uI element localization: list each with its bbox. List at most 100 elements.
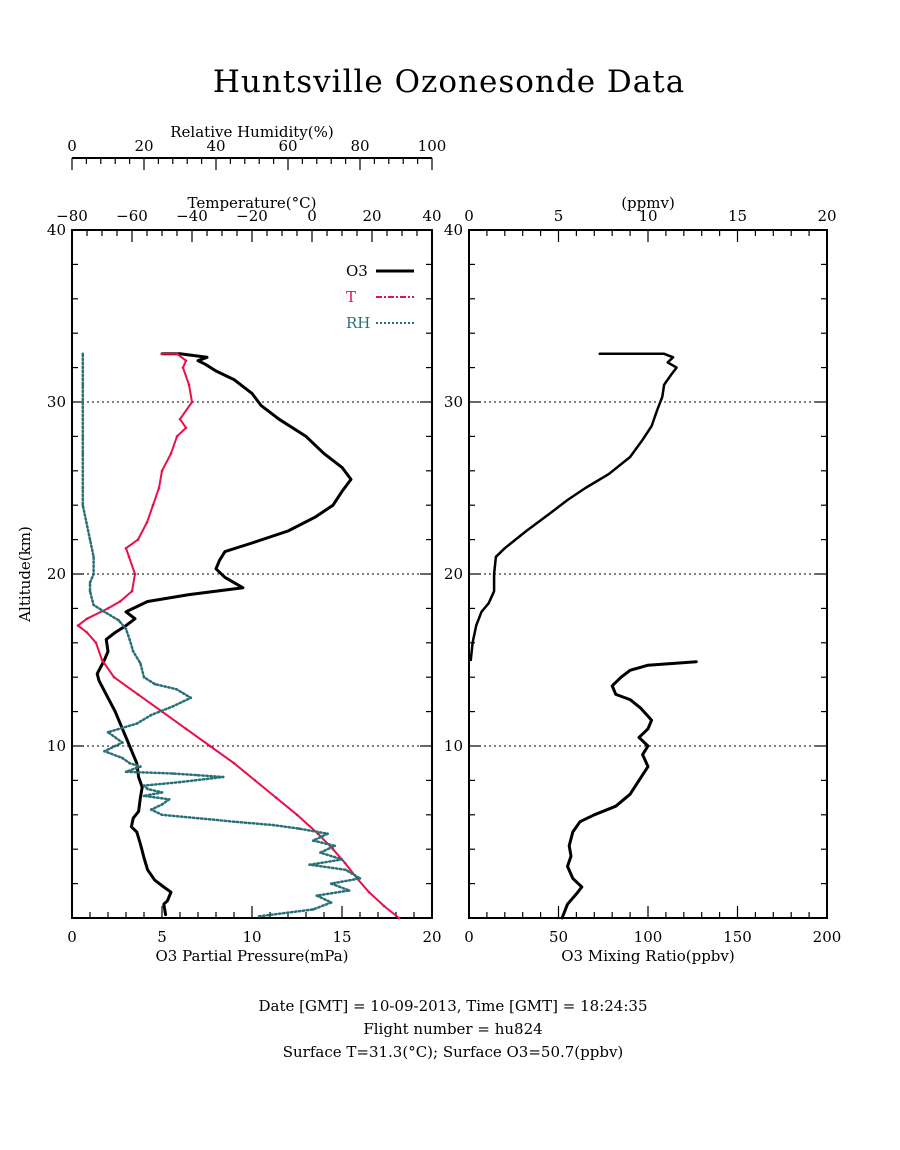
left-rh-data-point: [88, 538, 92, 541]
left-altitude-tick-label: 10: [47, 737, 66, 755]
left-rh-data-point: [160, 791, 164, 794]
left-rh-data-point: [103, 749, 106, 753]
left-rh-data-point: [106, 730, 110, 734]
left-rh-data-point: [311, 908, 315, 911]
left-t-data-point: [274, 796, 278, 799]
left-t-data-point: [175, 352, 179, 356]
left-rh-data-point: [308, 863, 311, 866]
right-altitude-tick-label: 40: [444, 221, 463, 239]
left-rh-data-point: [167, 798, 171, 801]
left-rh-data-point: [81, 417, 85, 421]
left-t-data-point: [181, 366, 185, 369]
right-altitude-tick-label: 20: [444, 565, 463, 583]
left-rh-data-point: [160, 803, 164, 806]
right-plot-frame: [468, 229, 828, 919]
left-t-data-point: [130, 589, 134, 593]
left-rh-data-point: [329, 901, 333, 904]
left-t-data-point: [112, 675, 116, 679]
left-rh-data-point: [146, 787, 149, 791]
left-rh-data-point: [257, 915, 261, 918]
left-t-data-point: [85, 617, 89, 620]
left-t-data-point: [124, 546, 128, 550]
left-rh-data-point: [196, 816, 200, 820]
left-rh-data-point: [81, 486, 85, 490]
legend-label-t: T: [346, 288, 356, 306]
left-rh-data-point: [347, 889, 351, 892]
left-rh-data-point: [326, 832, 329, 835]
left-t-data-point: [169, 452, 173, 455]
left-rh-data-point: [131, 650, 135, 653]
temperature-tick-label: −20: [236, 207, 268, 225]
footer-surface-values: Surface T=31.3(°C); Surface O3=50.7(ppbv…: [283, 1043, 624, 1061]
left-t-data-point: [160, 469, 164, 473]
left-t-data-point: [118, 600, 122, 603]
left-rh-data-point: [124, 627, 128, 631]
left-t-data-point: [85, 631, 89, 634]
left-rh-data-point: [139, 765, 142, 768]
left-t-data-point: [232, 761, 236, 765]
left-rh-data-point: [189, 696, 193, 700]
series-layer: [76, 352, 698, 920]
left-altitude-tick-label: 20: [47, 565, 66, 583]
rh-tick-label: 80: [350, 137, 369, 155]
mixing-ratio-tick-label: 150: [723, 928, 752, 946]
left-o3-series-line: [95, 352, 353, 917]
left-rh-data-point: [121, 756, 124, 760]
left-rh-data-point: [333, 844, 337, 848]
mixing-ratio-tick-label: 100: [634, 928, 663, 946]
left-t-data-point: [145, 521, 149, 524]
labels-layer: 0 5 10 15 20−80 −60 −40 −20 0 20 400 20 40 60 80 100102…: [47, 137, 841, 946]
left-rh-data-point: [92, 555, 95, 559]
left-rh-data-point: [81, 366, 85, 369]
left-rh-data-point: [117, 619, 121, 622]
left-t-data-point: [127, 555, 131, 559]
left-t-data-point: [94, 641, 98, 645]
left-rh-data-point: [175, 687, 178, 691]
left-t-data-point: [331, 847, 335, 851]
left-t-data-point: [160, 352, 164, 356]
footer-date-time: Date [GMT] = 10-09-2013, Time [GMT] = 18…: [258, 997, 647, 1015]
left-rh-data-point: [142, 794, 146, 798]
left-t-data-point: [382, 904, 386, 908]
left-t-data-point: [187, 383, 191, 387]
left-t-data-point: [136, 538, 140, 541]
left-t-data-point: [100, 658, 104, 662]
left-t-data-point: [106, 607, 110, 610]
mixing-ratio-tick-label: 0: [464, 928, 474, 946]
left-rh-data-point: [178, 780, 182, 784]
left-rh-data-point: [81, 383, 85, 387]
left-rh-data-point: [92, 603, 95, 607]
left-rh-data-point: [88, 589, 92, 593]
chart-title: Huntsville Ozonesonde Data: [213, 64, 685, 100]
temperature-axis-label: Temperature(°C): [188, 194, 317, 212]
left-t-data-point: [151, 503, 155, 507]
left-rh-data-point: [142, 784, 146, 787]
left-t-data-point: [184, 426, 188, 430]
o3-pressure-tick-label: 0: [67, 928, 77, 946]
left-rh-data-point: [340, 858, 344, 861]
left-rh-data-point: [232, 820, 236, 823]
ppmv-tick-label: 0: [464, 207, 474, 225]
legend-label-o3: O3: [346, 262, 368, 280]
right-altitude-tick-label: 30: [444, 393, 463, 411]
temperature-tick-label: −40: [176, 207, 208, 225]
left-rh-data-point: [81, 452, 85, 455]
left-rh-data-point: [135, 722, 139, 725]
left-rh-data-point: [142, 675, 146, 679]
ppmv-tick-label: 20: [817, 207, 836, 225]
left-rh-data-point: [81, 400, 85, 404]
left-rh-data-point: [311, 839, 315, 842]
left-t-data-point: [208, 744, 212, 748]
right-altitude-tick-label: 10: [444, 737, 463, 755]
left-rh-data-point: [272, 823, 275, 827]
left-rh-data-point: [81, 352, 85, 356]
rh-tick-label: 20: [134, 137, 153, 155]
footer-flight-number: Flight number = hu824: [363, 1020, 542, 1038]
ppmv-tick-label: 5: [554, 207, 564, 225]
ppmv-tick-label: 10: [638, 207, 657, 225]
left-rh-data-point: [128, 761, 131, 765]
o3-pressure-tick-label: 10: [242, 928, 261, 946]
rh-tick-label: 60: [278, 137, 297, 155]
left-rh-data-point: [149, 713, 153, 717]
rh-tick-label: 100: [418, 137, 447, 155]
